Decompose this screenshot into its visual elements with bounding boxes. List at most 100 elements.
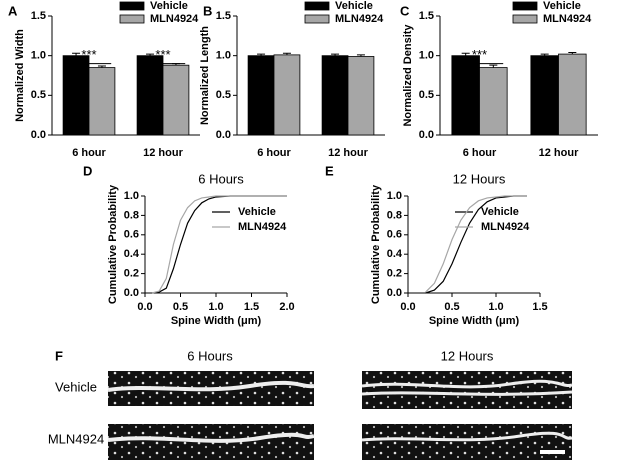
legend-swatch <box>119 1 145 11</box>
y-axis-label: Cumulative Probability <box>107 184 119 304</box>
y-tick-label: 0.2 <box>124 268 139 280</box>
legend-label: MLN4924 <box>150 13 199 25</box>
dendrite <box>361 379 573 396</box>
cdf-line <box>425 195 527 294</box>
panel-letter: F <box>55 348 63 363</box>
y-tick-label: 1.0 <box>419 50 434 62</box>
scale-bar <box>540 450 565 454</box>
cdf-line <box>151 195 287 294</box>
x-tick-label: 0.5 <box>444 301 459 313</box>
y-tick-label: 0.5 <box>31 89 46 101</box>
legend-swatch <box>304 14 330 24</box>
bar <box>273 54 301 136</box>
dendrite <box>107 432 315 443</box>
micrograph <box>362 371 572 409</box>
y-tick-label: 0.8 <box>387 209 402 221</box>
x-tick-label: 0.5 <box>173 301 188 313</box>
legend-swatch <box>512 1 538 11</box>
panel-letter: D <box>83 163 92 178</box>
x-tick-label: 1.0 <box>488 301 503 313</box>
panel-letter: E <box>325 163 334 178</box>
y-tick-label: 0.6 <box>124 229 139 241</box>
legend-label: MLN4924 <box>335 13 384 25</box>
column-header: 6 Hours <box>187 348 233 363</box>
chart-title: 12 Hours <box>453 171 506 186</box>
x-tick-label: 6 hour <box>463 147 497 159</box>
y-axis-label: Normalized Width <box>14 29 26 122</box>
bar <box>88 67 116 136</box>
error-bar <box>568 51 577 55</box>
y-tick-label: 0.6 <box>387 229 402 241</box>
panel-letter: C <box>400 3 410 18</box>
y-tick-label: 0.0 <box>387 287 402 299</box>
y-axis-label: Cumulative Probability <box>370 184 382 304</box>
bar <box>136 55 164 136</box>
bar <box>347 56 375 136</box>
y-tick-label: 1.0 <box>387 190 402 202</box>
error-bar <box>97 65 106 68</box>
error-bar <box>257 53 266 56</box>
bar <box>530 55 559 136</box>
x-axis-label: Spine Width (μm) <box>171 315 262 327</box>
micrograph <box>362 424 572 460</box>
y-tick-label: 1.5 <box>419 10 434 22</box>
y-tick-label: 0.2 <box>387 268 402 280</box>
x-tick-label: 12 hour <box>539 147 579 159</box>
chart-title: 6 Hours <box>198 171 244 186</box>
y-tick-label: 0.4 <box>387 248 403 260</box>
bar <box>479 67 508 136</box>
image-panel: F 6 Hours 12 Hours Vehicle MLN4924 <box>48 348 573 460</box>
error-bar <box>282 52 291 55</box>
x-tick-label: 6 hour <box>72 147 106 159</box>
legend-label: Vehicle <box>481 206 519 218</box>
legend-swatch <box>119 14 145 24</box>
y-axis-label: Normalized Length <box>199 26 211 125</box>
annotation: *** <box>81 47 96 62</box>
error-bar <box>72 52 81 56</box>
y-tick-label: 1.0 <box>216 50 231 62</box>
annotation: *** <box>155 47 170 62</box>
legend-swatch <box>512 14 538 24</box>
y-tick-label: 0.0 <box>31 129 46 141</box>
error-bar <box>540 53 549 56</box>
annotation: *** <box>472 47 487 62</box>
legend-label: Vehicle <box>238 206 276 218</box>
x-tick-label: 0.0 <box>137 301 152 313</box>
x-tick-label: 2.0 <box>279 301 294 313</box>
x-tick-label: 0.0 <box>400 301 415 313</box>
y-tick-label: 1.5 <box>216 10 231 22</box>
y-tick-label: 0.0 <box>419 129 434 141</box>
legend-label: Vehicle <box>543 0 581 12</box>
x-axis-label: Spine Width (μm) <box>429 315 520 327</box>
legend-label: Vehicle <box>335 0 373 12</box>
bar <box>62 55 90 136</box>
x-tick-label: 1.5 <box>532 301 547 313</box>
error-bar <box>331 53 340 56</box>
error-bar <box>489 64 498 68</box>
legend-label: MLN4924 <box>543 13 592 25</box>
y-tick-label: 0.4 <box>124 248 140 260</box>
y-tick-label: 1.0 <box>31 50 46 62</box>
panel-letter: A <box>8 3 18 18</box>
x-tick-label: 12 hour <box>328 147 368 159</box>
cdf-line <box>425 195 527 293</box>
y-tick-label: 1.5 <box>31 10 46 22</box>
y-tick-label: 0.5 <box>419 89 434 101</box>
bar <box>162 64 190 136</box>
y-tick-label: 0.0 <box>216 129 231 141</box>
legend-label: MLN4924 <box>481 221 530 233</box>
bar <box>451 55 480 136</box>
panel-letter: B <box>203 3 212 18</box>
legend-label: MLN4924 <box>238 221 287 233</box>
x-tick-label: 12 hour <box>143 147 183 159</box>
error-bar <box>356 54 365 57</box>
x-tick-label: 6 hour <box>257 147 291 159</box>
error-bar <box>146 53 155 56</box>
y-tick-label: 0.0 <box>124 287 139 299</box>
column-header: 12 Hours <box>441 348 494 363</box>
legend-label: Vehicle <box>150 0 188 12</box>
dendrite <box>107 380 315 392</box>
error-bar <box>461 52 470 56</box>
bar <box>247 55 275 136</box>
